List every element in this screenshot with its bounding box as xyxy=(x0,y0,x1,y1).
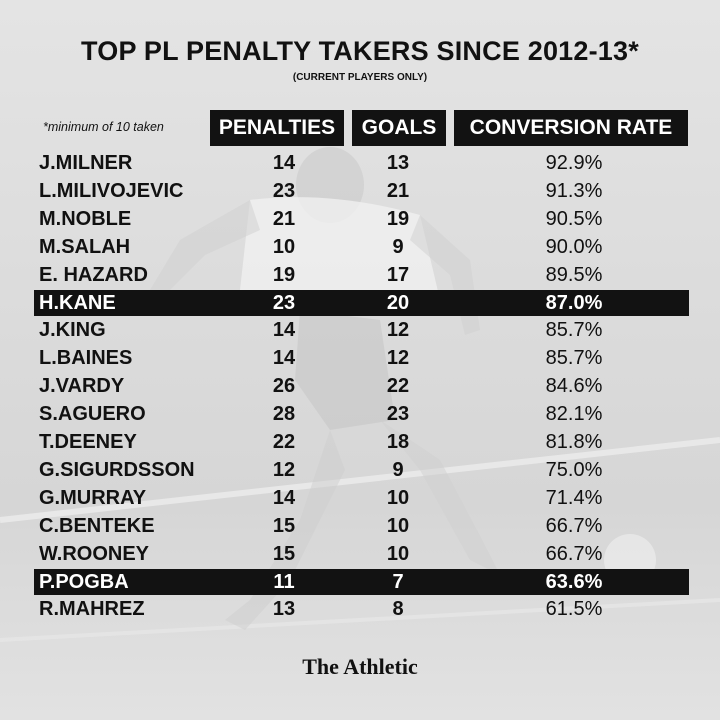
table-row: S.AGUERO 28 23 82.1% xyxy=(34,401,689,427)
conversion-rate-value: 91.3% xyxy=(545,179,603,202)
player-name: J.KING xyxy=(39,319,106,342)
penalties-value: 23 xyxy=(272,179,296,202)
conversion-rate-value: 82.1% xyxy=(545,403,603,426)
table-row: G.MURRAY 14 10 71.4% xyxy=(34,485,689,511)
penalties-value: 15 xyxy=(272,514,296,537)
goals-value: 10 xyxy=(386,486,410,509)
chart-subtitle: (CURRENT PLAYERS ONLY) xyxy=(292,72,428,83)
conversion-rate-value: 81.8% xyxy=(545,431,603,453)
goals-value: 23 xyxy=(386,403,410,426)
conversion-rate-value: 84.6% xyxy=(545,375,603,398)
goals-value: 10 xyxy=(386,542,410,565)
penalties-value: 19 xyxy=(272,263,296,286)
goals-value: 12 xyxy=(386,347,410,370)
penalties-value: 15 xyxy=(272,542,296,565)
table-row: R.MAHREZ 13 8 61.5% xyxy=(34,596,689,622)
penalties-value: 11 xyxy=(273,570,295,593)
footnote: *minimum of 10 taken xyxy=(43,120,164,134)
goals-value: 13 xyxy=(386,152,410,174)
penalties-value: 14 xyxy=(272,319,296,342)
conversion-rate-value: 85.7% xyxy=(545,319,603,342)
table-row: L.MILIVOJEVIC 23 21 91.3% xyxy=(34,178,689,204)
player-name: J.VARDY xyxy=(39,375,125,398)
goals-value: 19 xyxy=(386,207,410,230)
table-row: W.ROONEY 15 10 66.7% xyxy=(34,541,689,567)
chart-title: TOP PL PENALTY TAKERS SINCE 2012-13* xyxy=(81,36,639,66)
conversion-rate-value: 71.4% xyxy=(545,486,603,509)
penalties-value: 14 xyxy=(272,347,296,370)
player-name: M.SALAH xyxy=(39,235,131,258)
goals-value: 22 xyxy=(386,375,410,398)
penalties-value: 14 xyxy=(272,152,296,174)
brand-logo: The Athletic xyxy=(302,654,418,679)
player-name: W.ROONEY xyxy=(39,542,150,565)
table-row: M.SALAH 10 9 90.0% xyxy=(34,234,689,260)
conversion-rate-value: 66.7% xyxy=(545,542,603,565)
player-name: G.SIGURDSSON xyxy=(39,458,195,481)
conversion-rate-value: 90.0% xyxy=(545,235,603,258)
table-row: J.VARDY 26 22 84.6% xyxy=(34,373,689,399)
goals-value: 12 xyxy=(386,319,410,342)
penalties-value: 10 xyxy=(272,235,296,258)
conversion-rate-value: 75.0% xyxy=(545,458,603,481)
table-row: C.BENTEKE 15 10 66.7% xyxy=(34,513,689,539)
conversion-rate-value: 87.0% xyxy=(545,291,603,314)
player-name: H.KANE xyxy=(39,291,116,314)
penalties-value: 21 xyxy=(272,207,296,230)
goals-value: 7 xyxy=(392,570,404,593)
conversion-rate-value: 92.9% xyxy=(545,152,603,174)
player-name: C.BENTEKE xyxy=(39,514,155,537)
conversion-rate-value: 66.7% xyxy=(545,514,603,537)
conversion-rate-value: 90.5% xyxy=(545,207,603,230)
player-name: M.NOBLE xyxy=(39,207,132,230)
conversion-rate-value: 85.7% xyxy=(545,347,603,370)
player-name: T.DEENEY xyxy=(39,431,137,453)
goals-value: 10 xyxy=(386,514,410,537)
player-name: J.MILNER xyxy=(39,152,133,174)
goals-value: 9 xyxy=(392,235,404,258)
column-header-conversion-rate: CONVERSION RATE xyxy=(454,110,688,146)
player-name: L.MILIVOJEVIC xyxy=(39,179,184,202)
table-row: G.SIGURDSSON 12 9 75.0% xyxy=(34,457,689,483)
table-row: E. HAZARD 19 17 89.5% xyxy=(34,262,689,288)
penalties-value: 22 xyxy=(272,431,296,453)
column-header-goals: GOALS xyxy=(352,110,446,146)
player-name: G.MURRAY xyxy=(39,486,147,509)
goals-value: 21 xyxy=(386,179,410,202)
penalties-value: 23 xyxy=(272,291,296,314)
table-row: H.KANE 23 20 87.0% xyxy=(34,289,689,316)
table-row: T.DEENEY 22 18 81.8% xyxy=(34,429,689,455)
conversion-rate-value: 61.5% xyxy=(545,598,603,621)
player-name: L.BAINES xyxy=(39,347,133,370)
penalties-value: 13 xyxy=(272,598,296,621)
goals-value: 17 xyxy=(386,263,410,286)
column-header-penalties: PENALTIES xyxy=(210,110,344,146)
player-name: E. HAZARD xyxy=(39,263,148,286)
conversion-rate-value: 63.6% xyxy=(545,570,603,593)
player-name: R.MAHREZ xyxy=(39,598,145,621)
player-name: P.POGBA xyxy=(39,570,129,593)
penalties-value: 28 xyxy=(272,403,296,426)
player-name: S.AGUERO xyxy=(39,403,146,426)
goals-value: 20 xyxy=(386,291,410,314)
penalties-value: 26 xyxy=(272,375,296,398)
table-row: J.MILNER 14 13 92.9% xyxy=(34,150,689,176)
penalties-value: 14 xyxy=(272,486,296,509)
goals-value: 9 xyxy=(392,458,404,481)
table-row: J.KING 14 12 85.7% xyxy=(34,317,689,343)
goals-value: 8 xyxy=(392,598,404,621)
table-row: L.BAINES 14 12 85.7% xyxy=(34,345,689,371)
conversion-rate-value: 89.5% xyxy=(545,263,603,286)
penalties-value: 12 xyxy=(272,458,296,481)
table-row: P.POGBA 11 7 63.6% xyxy=(34,568,689,595)
table-row: M.NOBLE 21 19 90.5% xyxy=(34,206,689,232)
goals-value: 18 xyxy=(386,431,410,453)
